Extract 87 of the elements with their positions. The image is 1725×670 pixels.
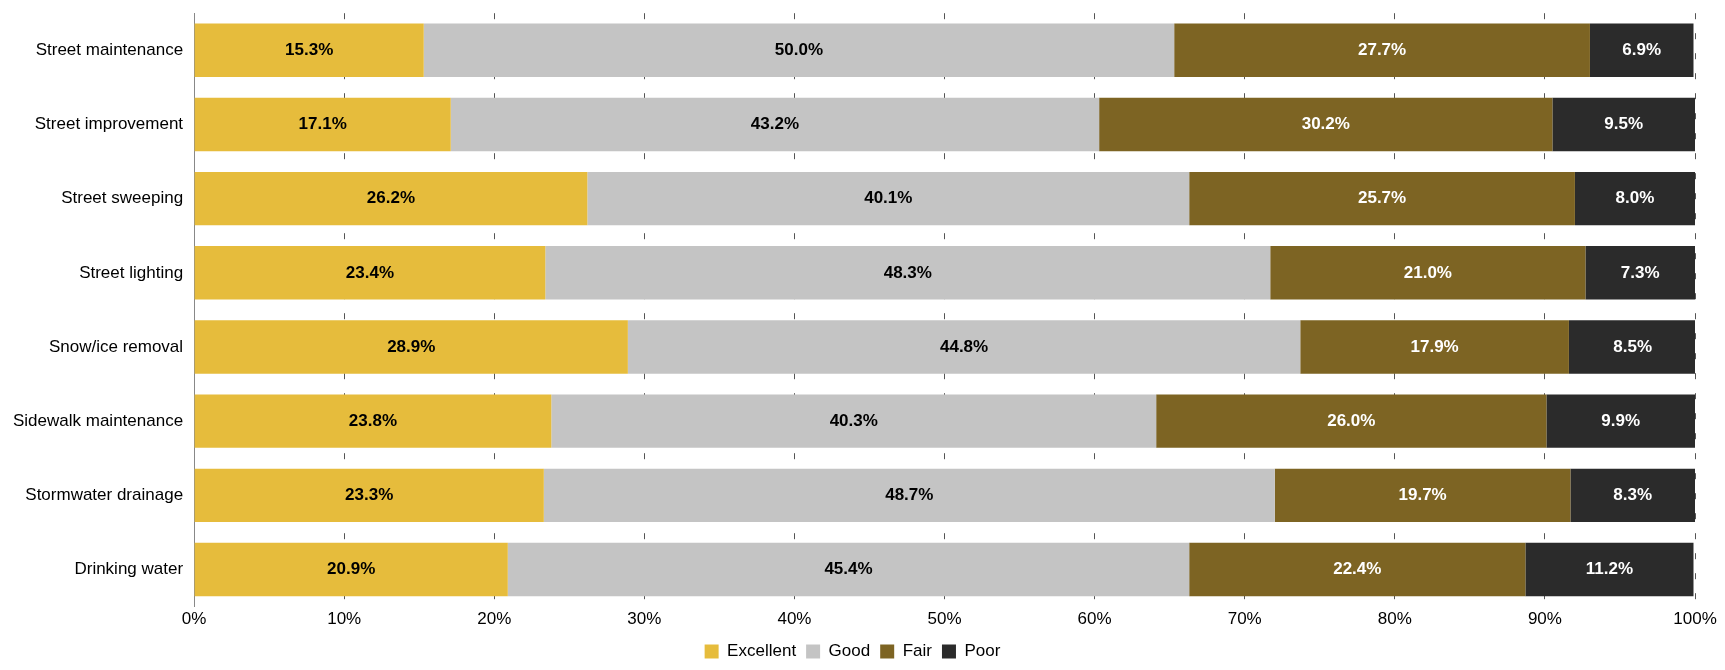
data-label: 22.4%	[1333, 559, 1382, 579]
y-tick-label: Drinking water	[74, 559, 184, 579]
y-tick-label: Street sweeping	[61, 188, 184, 208]
data-label: 25.7%	[1357, 188, 1407, 208]
legend-label: Fair	[902, 641, 933, 661]
x-tick-label: 60%	[1077, 609, 1112, 629]
data-label: 43.2%	[750, 114, 800, 134]
bar	[194, 320, 628, 374]
bar	[1589, 23, 1694, 77]
data-label: 48.7%	[885, 485, 934, 505]
bar	[423, 23, 1175, 77]
x-tick-label: 50%	[927, 609, 962, 629]
legend-label: Poor	[964, 641, 1001, 661]
data-label: 17.9%	[1410, 336, 1459, 356]
data-label: 15.3%	[285, 39, 334, 59]
bar	[194, 171, 588, 226]
x-tick-label: 70%	[1227, 609, 1262, 629]
data-label: 23.4%	[345, 262, 395, 282]
data-label: 23.3%	[345, 485, 394, 505]
data-label: 8.0%	[1615, 188, 1655, 208]
bar	[1546, 394, 1695, 448]
bar	[194, 468, 544, 523]
x-tick-label: 0%	[181, 609, 207, 629]
bar	[450, 97, 1100, 152]
bar	[1300, 320, 1569, 374]
data-label: 21.0%	[1403, 262, 1452, 282]
x-tick-label: 40%	[777, 609, 812, 629]
bar	[1174, 23, 1590, 77]
bar	[1189, 542, 1526, 597]
data-label: 23.8%	[348, 410, 398, 430]
x-tick-label: 90%	[1527, 609, 1562, 629]
x-tick-label: 10%	[327, 609, 362, 629]
data-label: 20.9%	[327, 559, 376, 579]
bar	[1099, 97, 1553, 152]
data-label: 40.3%	[829, 410, 878, 430]
bar	[543, 468, 1275, 523]
bar	[1274, 468, 1571, 523]
data-label: 40.1%	[864, 188, 913, 208]
data-label: 17.1%	[298, 114, 347, 134]
bar	[1574, 171, 1695, 226]
x-tick-label: 20%	[477, 609, 512, 629]
data-label: 8.3%	[1613, 485, 1653, 505]
y-tick-label: Street improvement	[34, 114, 184, 134]
bar	[551, 394, 1157, 448]
bar	[194, 542, 508, 597]
data-label: 9.9%	[1601, 410, 1641, 430]
data-label: 26.0%	[1327, 410, 1376, 430]
bar	[1189, 171, 1575, 226]
bar	[194, 246, 546, 300]
data-label: 44.8%	[939, 336, 989, 356]
data-label: 28.9%	[387, 336, 436, 356]
data-label: 27.7%	[1357, 39, 1407, 59]
y-tick-label: Street lighting	[79, 262, 184, 282]
data-label: 8.5%	[1613, 336, 1653, 356]
data-label: 30.2%	[1301, 114, 1350, 134]
bar	[1585, 246, 1695, 300]
x-tick-label: 80%	[1377, 609, 1412, 629]
bar	[545, 246, 1271, 300]
y-tick-label: Snow/ice removal	[48, 336, 184, 356]
data-label: 9.5%	[1604, 114, 1644, 134]
data-label: 19.7%	[1398, 485, 1447, 505]
data-label: 26.2%	[366, 188, 416, 208]
bar	[1552, 97, 1695, 152]
data-label: 50.0%	[774, 39, 824, 59]
bar	[1156, 394, 1547, 448]
data-label: 48.3%	[883, 262, 932, 282]
bar	[1525, 542, 1694, 597]
x-tick-label: 100%	[1673, 609, 1717, 629]
bar	[1568, 320, 1695, 374]
bar	[627, 320, 1301, 374]
bar	[194, 23, 424, 77]
legend-label: Good	[828, 641, 871, 661]
bar	[587, 171, 1190, 226]
y-tick-label: Sidewalk maintenance	[12, 410, 184, 430]
bar	[507, 542, 1190, 597]
legend-label: Excellent	[727, 641, 797, 661]
data-label: 6.9%	[1622, 39, 1662, 59]
bar	[1570, 468, 1695, 523]
x-tick-label: 30%	[627, 609, 662, 629]
bar	[194, 97, 451, 152]
data-label: 7.3%	[1620, 262, 1660, 282]
data-label: 45.4%	[824, 559, 873, 579]
data-label: 11.2%	[1585, 559, 1634, 579]
y-tick-label: Street maintenance	[35, 39, 184, 59]
bar	[1270, 246, 1586, 300]
y-tick-label: Stormwater drainage	[25, 485, 184, 505]
bar	[194, 394, 552, 448]
